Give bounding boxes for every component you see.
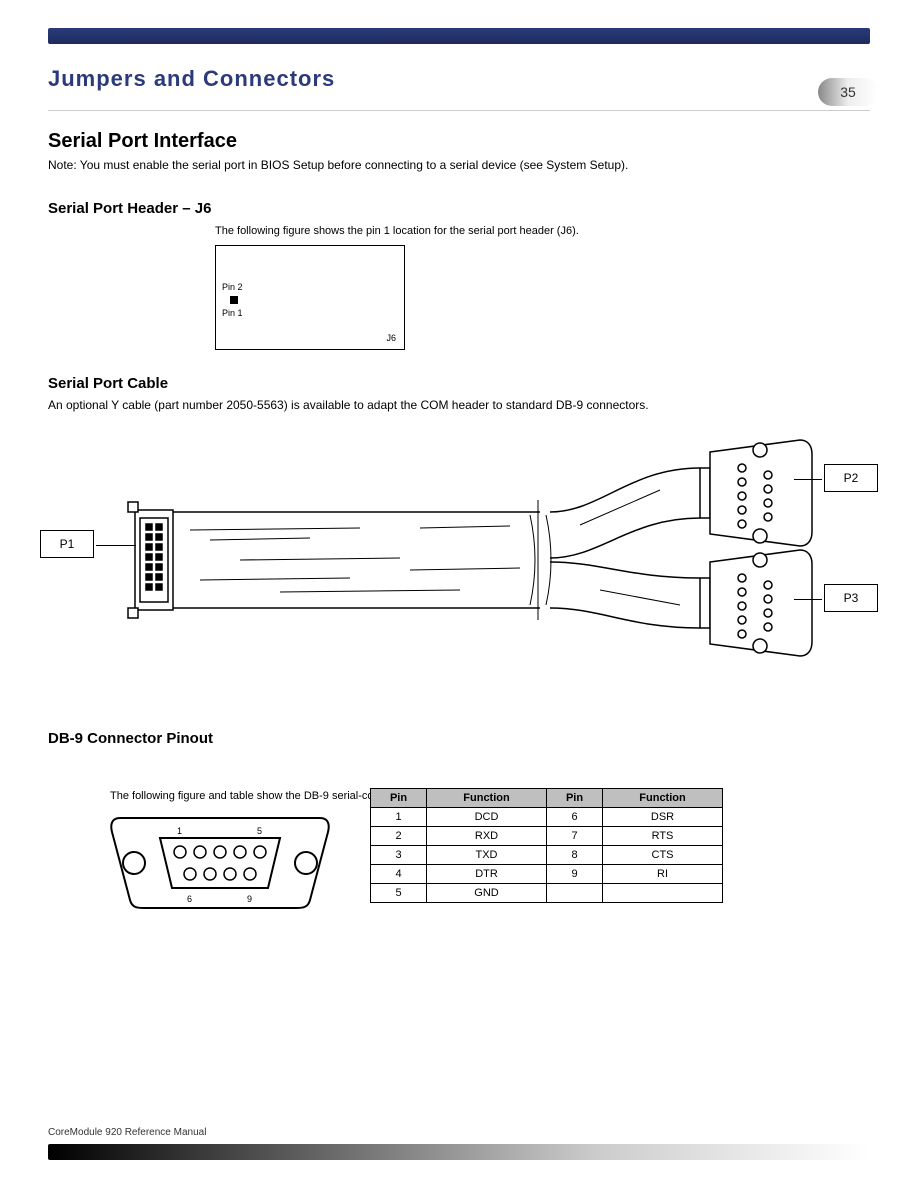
col-fn-b: Function — [603, 789, 723, 808]
table-header-row: Pin Function Pin Function — [371, 789, 723, 808]
j6-pin2-label: Pin 2 — [222, 282, 243, 292]
leader-p2 — [794, 479, 822, 480]
page-number: 35 — [818, 78, 878, 106]
footer-bar — [48, 1144, 870, 1160]
table-row: 5 GND — [371, 884, 723, 903]
db9-heading: DB-9 Connector Pinout — [48, 730, 213, 747]
j6-jlabel: J6 — [386, 333, 396, 343]
cable-diagram — [40, 420, 880, 700]
j6-diagram: Pin 2 Pin 1 J6 — [215, 245, 405, 350]
col-pin-b: Pin — [547, 789, 603, 808]
db9-pin-5: 5 — [257, 826, 262, 836]
table-row: 4 DTR 9 RI — [371, 865, 723, 884]
section-note: Note: You must enable the serial port in… — [48, 158, 868, 172]
j6-pin1-label: Pin 1 — [222, 308, 243, 318]
db9-pin-9: 9 — [247, 894, 252, 904]
header-divider — [48, 110, 870, 111]
cable-heading: Serial Port Cable — [48, 375, 168, 392]
pinout-table: Pin Function Pin Function 1 DCD 6 DSR 2 … — [370, 788, 723, 903]
cable-caption: An optional Y cable (part number 2050-55… — [48, 398, 868, 412]
footer-text: CoreModule 920 Reference Manual — [48, 1127, 206, 1138]
table-row: 3 TXD 8 CTS — [371, 846, 723, 865]
cable-label-p1: P1 — [40, 530, 94, 558]
j6-pin1-dot — [230, 296, 238, 304]
j6-caption: The following figure shows the pin 1 loc… — [215, 225, 579, 237]
db9-pin-6: 6 — [187, 894, 192, 904]
cable-label-p2: P2 — [824, 464, 878, 492]
chapter-title: Jumpers and Connectors — [48, 66, 335, 92]
cable-label-p3: P3 — [824, 584, 878, 612]
j6-heading: Serial Port Header – J6 — [48, 200, 211, 217]
db9-pin-1: 1 — [177, 826, 182, 836]
table-row: 2 RXD 7 RTS — [371, 827, 723, 846]
table-row: 1 DCD 6 DSR — [371, 808, 723, 827]
col-pin-a: Pin — [371, 789, 427, 808]
leader-p3 — [794, 599, 822, 600]
header-bar — [48, 28, 870, 44]
leader-p1 — [96, 545, 136, 546]
col-fn-a: Function — [427, 789, 547, 808]
db9-diagram: 1 5 6 9 — [110, 808, 330, 918]
section-title: Serial Port Interface — [48, 130, 237, 153]
